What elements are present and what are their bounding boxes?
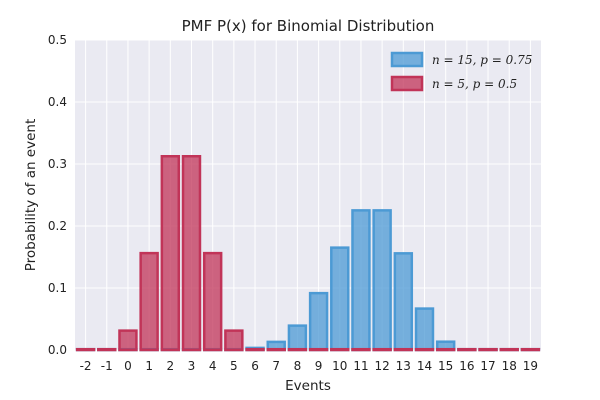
bar — [308, 347, 329, 352]
x-axis-label: Events — [285, 378, 331, 394]
x-tick-label: 0 — [124, 359, 132, 373]
y-tick-label: 0.1 — [48, 281, 67, 295]
bar — [224, 329, 244, 352]
bar — [393, 252, 414, 352]
y-tick-label: 0.4 — [48, 95, 67, 109]
bar — [330, 246, 350, 352]
legend-swatch — [390, 51, 424, 68]
x-tick-label: 13 — [396, 359, 411, 373]
grid-lines — [75, 39, 541, 351]
series-1-bars — [75, 155, 541, 352]
x-tick-label: 9 — [315, 359, 323, 373]
bar — [351, 347, 371, 352]
x-tick-label: 19 — [523, 359, 538, 373]
bar — [287, 347, 308, 352]
x-tick-label: 14 — [417, 359, 432, 373]
bar — [372, 209, 392, 352]
x-tick-labels: -2 -1 0 1 2 3 4 5 6 7 8 9 10 11 12 13 14 15 16 17 18 19 — [80, 359, 538, 373]
y-tick-label: 0.3 — [48, 157, 67, 171]
y-tick-labels: 0.0 0.1 0.2 0.3 0.4 0.5 — [48, 33, 67, 357]
y-tick-label: 0.2 — [48, 219, 67, 233]
x-tick-label: 5 — [230, 359, 238, 373]
bar — [372, 347, 392, 352]
x-tick-label: 6 — [251, 359, 259, 373]
x-tick-label: 11 — [353, 359, 368, 373]
bar — [457, 347, 477, 352]
x-tick-label: -2 — [80, 359, 92, 373]
legend-swatch — [390, 75, 424, 92]
bar — [75, 347, 96, 352]
chart-title-text: PMF P(x) for Binomial Distribution — [182, 17, 435, 35]
x-tick-label: 1 — [145, 359, 153, 373]
x-tick-label: 2 — [166, 359, 174, 373]
bar — [202, 251, 223, 352]
bar — [499, 347, 519, 352]
bar — [435, 347, 456, 352]
y-axis-label: Probability of an event — [23, 119, 39, 272]
bar — [245, 347, 265, 352]
bar — [308, 291, 329, 352]
legend-label: n = 5, p = 0.5 — [432, 77, 517, 91]
bar — [266, 347, 286, 352]
bar — [330, 347, 350, 352]
bar — [181, 155, 202, 352]
bar — [393, 347, 414, 352]
x-tick-label: 4 — [209, 359, 217, 373]
bar — [287, 324, 308, 352]
bar — [118, 329, 138, 352]
x-tick-label: 18 — [502, 359, 517, 373]
bar — [478, 347, 498, 352]
bar — [97, 347, 117, 352]
chart-title: PMF P(x) for Binomial Distribution — [182, 17, 435, 35]
legend: n = 15, p = 0.75 n = 5, p = 0.5 — [390, 51, 532, 92]
legend-label: n = 15, p = 0.75 — [432, 53, 532, 67]
x-tick-label: 12 — [374, 359, 389, 373]
bar — [351, 209, 371, 352]
y-tick-label: 0.0 — [48, 343, 67, 357]
x-tick-label: 15 — [438, 359, 453, 373]
bar — [160, 155, 181, 352]
x-tick-label: 17 — [480, 359, 495, 373]
x-tick-label: 7 — [272, 359, 280, 373]
x-tick-label: 10 — [332, 359, 347, 373]
bar — [414, 347, 435, 352]
x-tick-label: 16 — [459, 359, 474, 373]
bar — [414, 307, 435, 352]
bars — [75, 155, 541, 352]
x-tick-label: 8 — [294, 359, 302, 373]
bar — [139, 251, 159, 352]
x-tick-label: 3 — [188, 359, 196, 373]
x-tick-label: -1 — [101, 359, 113, 373]
bar — [520, 347, 541, 352]
y-tick-label: 0.5 — [48, 33, 67, 47]
